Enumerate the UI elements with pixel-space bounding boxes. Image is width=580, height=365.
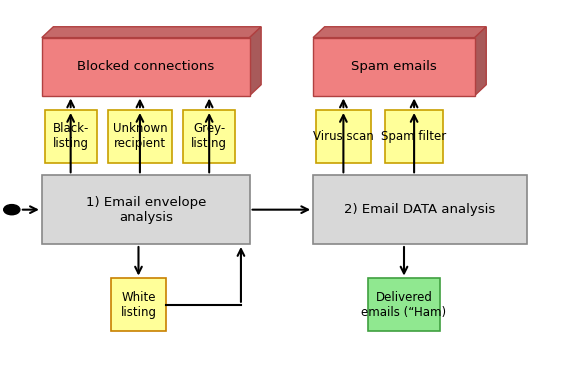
Text: White
listing: White listing [121,291,157,319]
Bar [108,110,172,162]
Text: Black-
listing: Black- listing [52,122,89,150]
Polygon shape [474,27,486,96]
Bar [183,110,235,162]
Circle shape [3,205,20,215]
Text: Unknown
recipient: Unknown recipient [113,122,167,150]
Text: Spam emails: Spam emails [351,60,437,73]
Bar [42,175,249,244]
Text: Grey-
listing: Grey- listing [191,122,227,150]
Bar [313,38,474,96]
Polygon shape [313,27,486,38]
Bar [42,38,249,96]
Bar [45,110,97,162]
Polygon shape [249,27,261,96]
Polygon shape [42,27,261,38]
Bar [385,110,443,162]
Bar [368,278,440,331]
Bar [111,278,166,331]
Text: Blocked connections: Blocked connections [77,60,215,73]
Text: Virus scan: Virus scan [313,130,374,143]
Text: 2) Email DATA analysis: 2) Email DATA analysis [345,203,495,216]
Bar [313,175,527,244]
Text: Spam filter: Spam filter [382,130,447,143]
Text: 1) Email envelope
analysis: 1) Email envelope analysis [85,196,206,224]
Bar [316,110,371,162]
Text: Delivered
emails (“Ham): Delivered emails (“Ham) [361,291,447,319]
